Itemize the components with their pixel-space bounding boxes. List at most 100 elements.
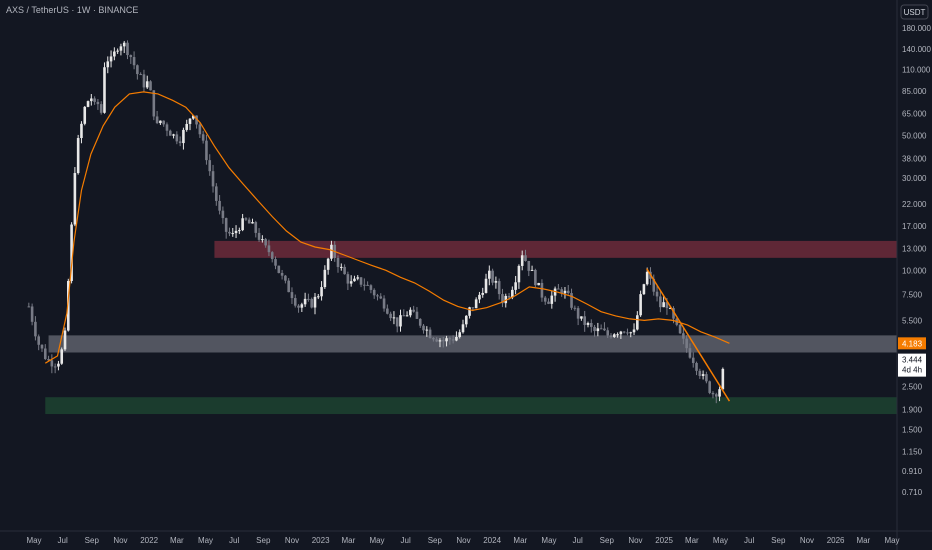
candle-body <box>231 233 235 235</box>
candle-body <box>188 118 192 124</box>
candle-body <box>168 130 172 136</box>
candle-body <box>326 258 330 270</box>
candle-body <box>359 277 363 285</box>
candle-body <box>152 90 156 117</box>
candle-body <box>451 339 455 341</box>
candle-body <box>119 46 123 51</box>
candle-body <box>99 104 103 113</box>
candle-body <box>129 55 133 58</box>
candle-body <box>389 313 392 319</box>
candle-body <box>300 304 304 308</box>
candle-body <box>497 281 501 295</box>
candle-body <box>685 338 688 349</box>
candle-body <box>136 65 139 75</box>
candle-body <box>632 329 636 333</box>
candle-body <box>435 339 438 342</box>
candle-body <box>178 141 182 144</box>
price-axis[interactable]: 180.000 140.000 110.000 85.000 65.000 50.000 3… <box>902 24 931 497</box>
candle-body <box>40 344 44 349</box>
candle-body <box>139 74 142 76</box>
currency-button[interactable]: USDT <box>900 4 929 20</box>
candle-body <box>182 129 185 144</box>
candle-body <box>257 232 261 240</box>
time-tick-label: 2023 <box>312 536 330 545</box>
candle-body <box>583 316 586 325</box>
candle-body <box>76 138 80 174</box>
candle-body <box>695 362 698 371</box>
time-tick-label: May <box>369 536 384 545</box>
last-price-label: 3.444 <box>902 356 923 365</box>
candle-body <box>83 106 87 124</box>
candle-body <box>132 57 136 66</box>
candle-body <box>274 259 277 266</box>
candle-body <box>547 301 550 304</box>
candle-body <box>247 219 251 224</box>
candle-body <box>392 317 396 319</box>
candle-body <box>399 315 402 327</box>
candle-body <box>543 297 547 302</box>
candle-body <box>343 266 346 275</box>
downtrend-line[interactable] <box>646 268 731 402</box>
candle-body <box>642 284 646 295</box>
candle-body <box>636 315 639 330</box>
candle-body <box>458 332 462 337</box>
candle-body <box>494 281 498 283</box>
candle-body <box>455 336 458 341</box>
candle-body <box>185 123 189 130</box>
candle-body <box>336 257 340 268</box>
last-price-badge <box>898 353 926 377</box>
candle-body <box>386 308 389 314</box>
price-tick-label: 38.000 <box>902 154 927 163</box>
candle-body <box>474 299 478 309</box>
time-tick-label: Nov <box>628 536 642 545</box>
candle-body <box>172 134 175 136</box>
time-tick-label: Nov <box>456 536 470 545</box>
price-tick-label: 140.000 <box>902 45 931 54</box>
price-tick-label: 30.000 <box>902 174 927 183</box>
time-tick-label: Mar <box>856 536 870 545</box>
candle-body <box>280 272 284 276</box>
candle-body <box>445 338 448 342</box>
time-tick-label: Jul <box>573 536 583 545</box>
candle-body <box>366 284 369 286</box>
candle-body <box>570 293 573 308</box>
support-zone <box>48 335 897 353</box>
candle-body <box>415 311 419 319</box>
candle-body <box>576 308 580 319</box>
candle-body <box>682 333 685 339</box>
candle-body <box>409 309 412 316</box>
candle-body <box>211 171 215 187</box>
price-tick-label: 50.000 <box>902 131 927 140</box>
time-tick-label: Nov <box>285 536 299 545</box>
candle-body <box>330 244 333 259</box>
candle-body <box>205 140 208 161</box>
candle-body <box>307 298 310 300</box>
candle-body <box>609 335 613 337</box>
candle-body <box>563 290 567 294</box>
candle-body <box>96 101 100 105</box>
candle-body <box>596 328 600 332</box>
candle-body <box>93 98 96 102</box>
candle-body <box>228 231 231 234</box>
candle-body <box>491 270 494 283</box>
candle-body <box>514 282 517 290</box>
candle-body <box>422 325 425 331</box>
price-tick-label: 1.150 <box>902 448 923 457</box>
candle-body <box>201 134 205 141</box>
candle-body <box>395 317 399 327</box>
candle-body <box>379 296 383 299</box>
time-axis[interactable]: May Jul Sep Nov 2022 Mar May Jul Sep Nov 2023 Mar Ma… <box>26 536 899 545</box>
time-tick-label: May <box>198 536 213 545</box>
candle-body <box>30 306 34 322</box>
candle-body <box>428 329 432 339</box>
candle-body <box>714 394 718 397</box>
candle-body <box>349 281 353 284</box>
trend-layer <box>646 268 731 402</box>
candle-body <box>162 120 165 125</box>
candle-body <box>511 289 514 298</box>
time-tick-label: Jul <box>401 536 411 545</box>
candle-body <box>557 288 560 290</box>
candle-body <box>540 282 544 298</box>
candle-body <box>103 67 106 113</box>
